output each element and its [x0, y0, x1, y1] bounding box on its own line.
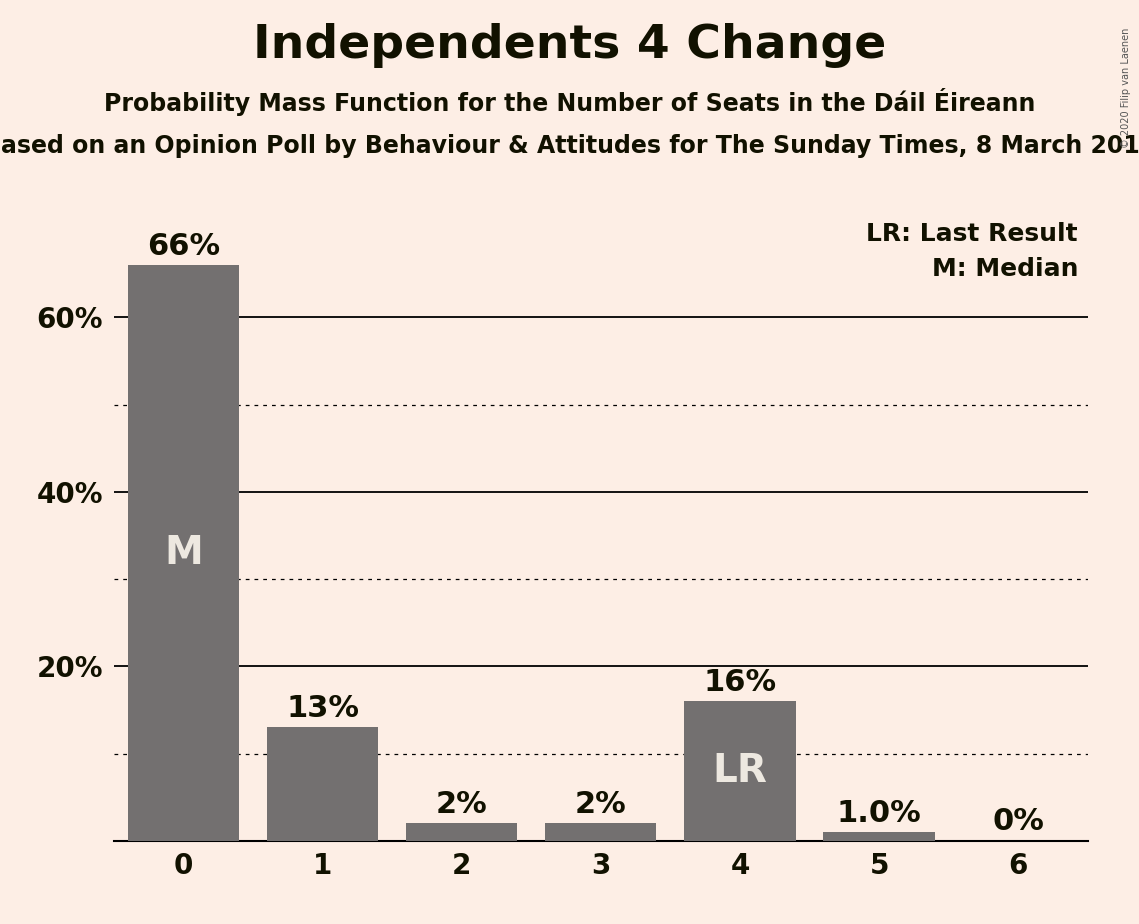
Text: © 2020 Filip van Laenen: © 2020 Filip van Laenen — [1121, 28, 1131, 148]
Text: 1.0%: 1.0% — [837, 798, 921, 828]
Text: 66%: 66% — [147, 232, 220, 261]
Bar — [546, 823, 656, 841]
Text: 13%: 13% — [286, 694, 359, 723]
Text: Independents 4 Change: Independents 4 Change — [253, 23, 886, 68]
Text: 0%: 0% — [992, 808, 1044, 836]
Text: 2%: 2% — [436, 790, 487, 819]
Text: LR: LR — [713, 752, 768, 790]
Text: Based on an Opinion Poll by Behaviour & Attitudes for The Sunday Times, 8 March : Based on an Opinion Poll by Behaviour & … — [0, 134, 1139, 158]
Bar — [823, 833, 935, 841]
Text: LR: Last Result: LR: Last Result — [867, 222, 1077, 246]
Bar — [685, 701, 795, 841]
Text: M: Median: M: Median — [932, 257, 1077, 281]
Text: 2%: 2% — [575, 790, 626, 819]
Text: 16%: 16% — [704, 668, 777, 697]
Bar — [128, 265, 239, 841]
Bar — [405, 823, 517, 841]
Bar — [267, 727, 378, 841]
Text: M: M — [164, 534, 203, 572]
Text: Probability Mass Function for the Number of Seats in the Dáil Éireann: Probability Mass Function for the Number… — [104, 88, 1035, 116]
